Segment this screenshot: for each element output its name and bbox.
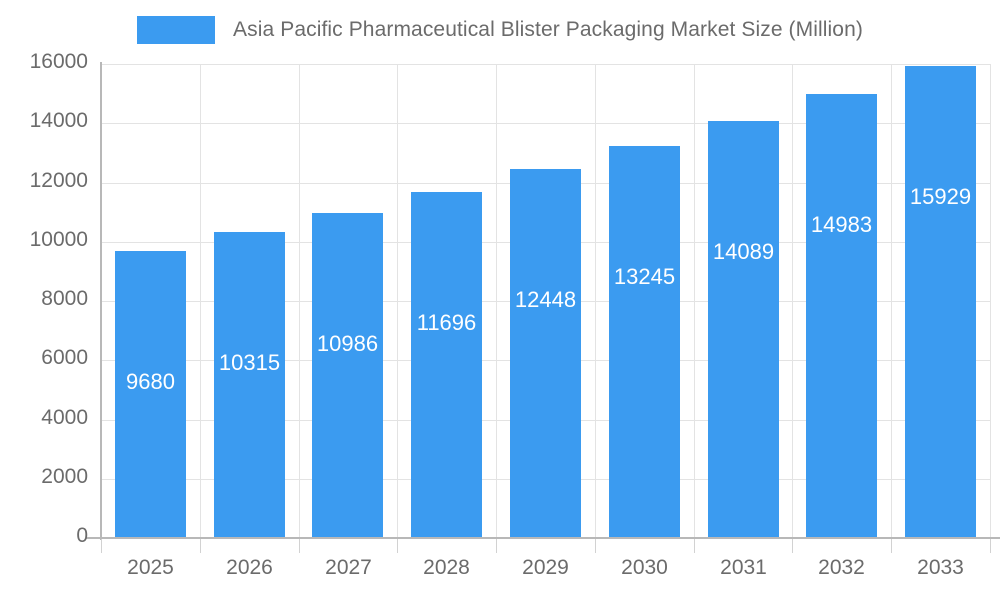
x-tick-label-2028: 2028: [423, 556, 470, 579]
x-axis-tick: [101, 539, 102, 553]
y-tick-label-12000: 12000: [29, 168, 88, 192]
gridline-vertical: [397, 64, 398, 538]
bar-value-label-2030: 13245: [613, 264, 676, 289]
bar-2033[interactable]: [905, 66, 976, 538]
y-tick-label-10000: 10000: [29, 227, 88, 251]
y-tick-label-0: 0: [76, 524, 88, 547]
x-axis-line: [86, 537, 1000, 539]
x-tick-label-2030: 2030: [621, 556, 668, 579]
x-tick-label-2029: 2029: [522, 556, 569, 579]
y-tick-label-2000: 2000: [41, 464, 88, 488]
bar-2029[interactable]: [510, 169, 581, 538]
bar-2025[interactable]: [115, 251, 186, 538]
x-tick-label-2033: 2033: [917, 556, 964, 579]
bar-2030[interactable]: [609, 146, 680, 538]
gridline-vertical: [496, 64, 497, 538]
gridline-vertical: [891, 64, 892, 538]
x-axis-tick: [990, 539, 991, 553]
x-tick-label-2031: 2031: [720, 556, 767, 579]
bar-value-label-2025: 9680: [126, 369, 175, 394]
y-tick-label-6000: 6000: [41, 346, 88, 370]
gridline-vertical: [299, 64, 300, 538]
x-tick-label-2032: 2032: [818, 556, 865, 579]
bar-2028[interactable]: [411, 192, 482, 538]
bar-value-label-2028: 11696: [416, 310, 477, 335]
x-axis-tick: [595, 539, 596, 553]
bar-value-label-2032: 14983: [810, 212, 873, 237]
y-tick-label-4000: 4000: [41, 405, 88, 429]
gridline-horizontal: [101, 64, 990, 65]
x-tick-label-2025: 2025: [127, 556, 174, 579]
y-axis-line: [100, 62, 102, 540]
bar-value-label-2026: 10315: [218, 350, 281, 375]
legend-label-series-0: Asia Pacific Pharmaceutical Blister Pack…: [233, 18, 863, 41]
bar-2027[interactable]: [312, 213, 383, 538]
gridline-vertical: [200, 64, 201, 538]
bar-value-label-2027: 10986: [316, 331, 379, 356]
bar-value-label-2029: 12448: [514, 287, 577, 312]
gridline-vertical: [694, 64, 695, 538]
legend-swatch-series-0: [137, 16, 216, 44]
y-tick-label-8000: 8000: [41, 287, 88, 310]
x-axis-tick: [891, 539, 892, 553]
x-axis-tick: [694, 539, 695, 553]
gridline-vertical: [990, 64, 991, 538]
x-axis-tick: [397, 539, 398, 553]
bar-2032[interactable]: [806, 94, 877, 538]
x-tick-label-2027: 2027: [325, 556, 372, 579]
x-axis-tick: [200, 539, 201, 553]
x-tick-label-2026: 2026: [226, 556, 273, 579]
y-tick-label-16000: 16000: [29, 50, 88, 73]
chart-legend: Asia Pacific Pharmaceutical Blister Pack…: [0, 8, 1000, 52]
bar-2031[interactable]: [708, 121, 779, 538]
gridline-horizontal: [101, 123, 990, 124]
x-axis-tick: [792, 539, 793, 553]
gridline-vertical: [792, 64, 793, 538]
plot-area: 9680 10315 10986 11696 12448 13245 14089 14983 1…: [101, 64, 991, 539]
bar-value-label-2031: 14089: [712, 239, 775, 264]
x-axis-tick: [496, 539, 497, 553]
gridline-vertical: [595, 64, 596, 538]
x-axis-tick: [299, 539, 300, 553]
bar-value-label-2033: 15929: [909, 184, 972, 209]
y-tick-label-14000: 14000: [29, 109, 88, 133]
bar-2026[interactable]: [214, 232, 285, 538]
